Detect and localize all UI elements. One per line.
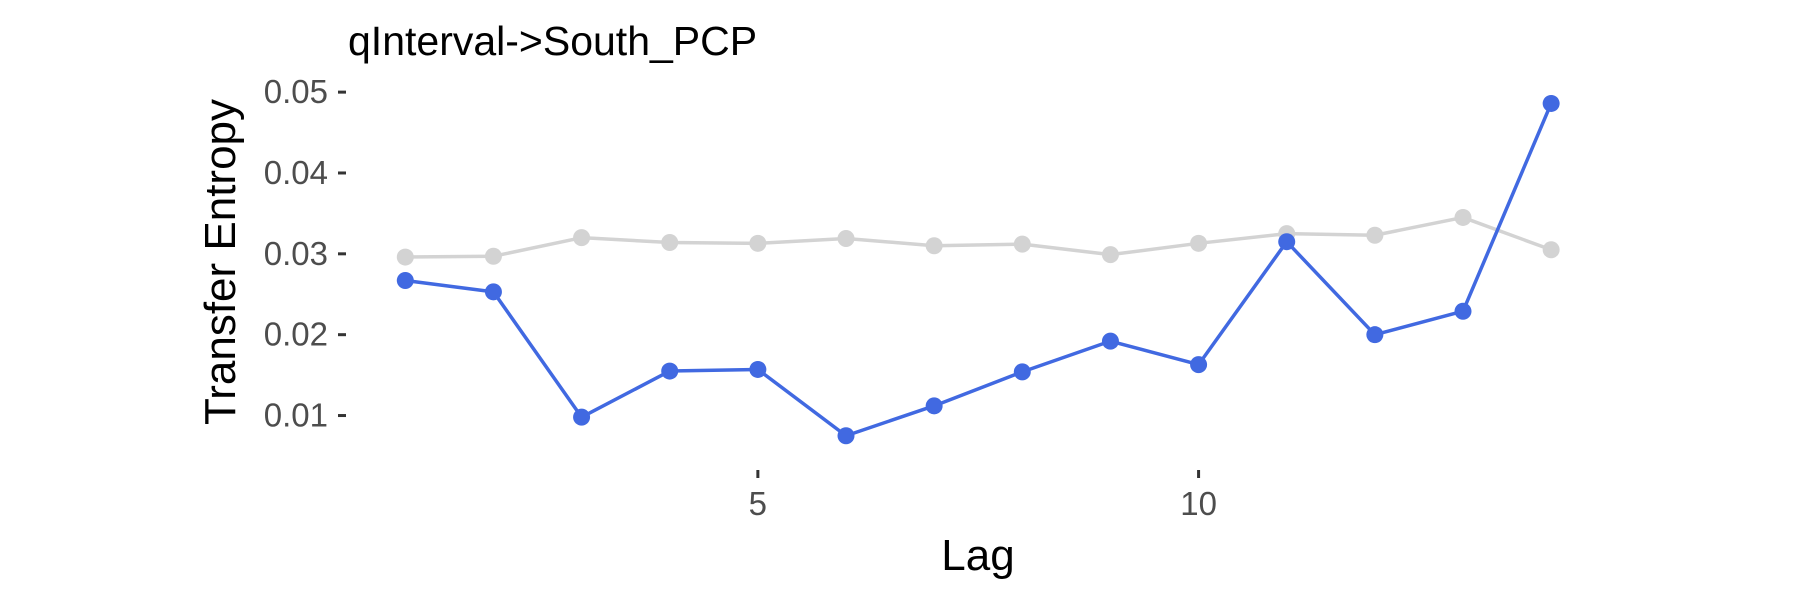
series-1 (396, 208, 1560, 266)
data-point (484, 247, 502, 265)
data-point (1190, 234, 1208, 252)
data-point (573, 408, 591, 426)
data-point (1542, 241, 1560, 259)
data-point (1278, 233, 1296, 251)
data-point (573, 229, 591, 247)
data-point (1366, 326, 1384, 344)
y-axis: 0.01 0.02 0.03 0.04 0.05 (264, 73, 346, 434)
x-axis-label: Lag (941, 531, 1014, 580)
data-point (1013, 235, 1031, 253)
series-2 (396, 94, 1560, 445)
data-point (1101, 246, 1119, 264)
y-axis-label: Transfer Entropy (196, 99, 245, 425)
y-tick-label: 0.04 (264, 154, 328, 191)
data-point (661, 234, 679, 252)
data-point (837, 427, 855, 445)
data-point (1542, 94, 1560, 112)
data-point (749, 234, 767, 252)
series-line (403, 215, 1553, 259)
x-axis: 5 10 (749, 470, 1217, 522)
data-point (749, 360, 767, 378)
data-point (1101, 332, 1119, 350)
y-tick-label: 0.01 (264, 397, 328, 434)
data-point (661, 362, 679, 380)
x-tick-label: 10 (1180, 485, 1217, 522)
data-point (1366, 226, 1384, 244)
data-point (925, 237, 943, 255)
series-layer (396, 94, 1560, 445)
data-point (484, 283, 502, 301)
y-tick-label: 0.03 (264, 235, 328, 272)
x-tick-label: 5 (749, 485, 767, 522)
series-line (403, 101, 1553, 438)
data-point (1190, 356, 1208, 374)
data-point (925, 397, 943, 415)
data-point (1013, 363, 1031, 381)
data-point (1454, 302, 1472, 320)
data-point (837, 229, 855, 247)
data-point (396, 272, 414, 290)
data-point (396, 248, 414, 266)
y-tick-label: 0.02 (264, 316, 328, 353)
chart-title: qInterval->South_PCP (348, 18, 757, 64)
y-tick-label: 0.05 (264, 73, 328, 110)
data-point (1454, 208, 1472, 226)
